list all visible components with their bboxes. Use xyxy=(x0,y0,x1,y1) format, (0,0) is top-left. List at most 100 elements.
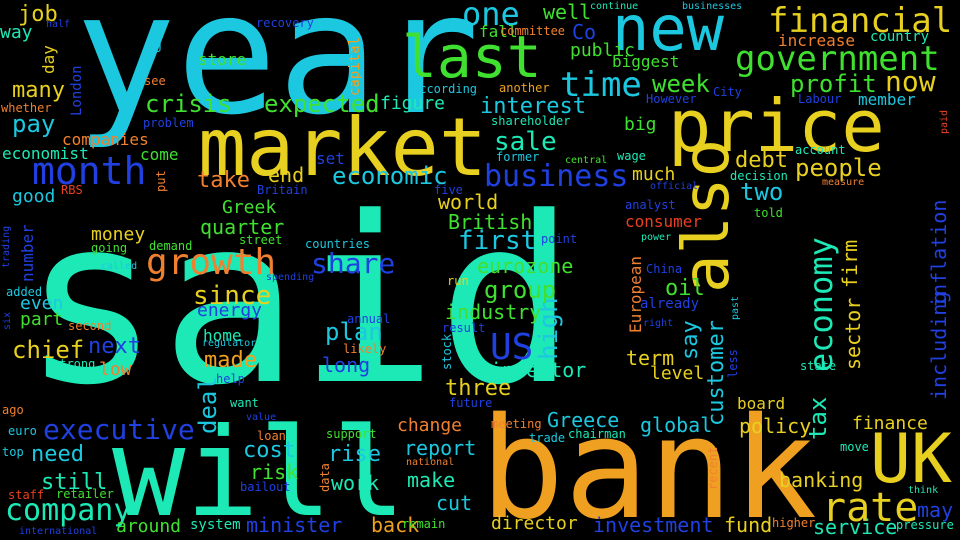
word-national: national xyxy=(406,457,455,468)
word-investment: investment xyxy=(593,513,714,537)
word-london: London xyxy=(69,65,85,116)
word-make: make xyxy=(407,468,456,492)
word-number: number xyxy=(18,224,37,282)
word-greek: Greek xyxy=(222,197,277,218)
word-spending: spending xyxy=(266,272,315,283)
word-store: store xyxy=(198,50,247,69)
word-chairman: chairman xyxy=(568,427,626,441)
word-will: will xyxy=(112,402,406,540)
word-way: way xyxy=(0,22,33,43)
word-support: support xyxy=(326,427,377,441)
word-much: much xyxy=(632,164,676,185)
word-state: state xyxy=(800,359,837,373)
word-likely: likely xyxy=(343,342,387,356)
word-plan: plan xyxy=(325,318,383,346)
word-big: big xyxy=(624,114,657,135)
word-meeting: meeting xyxy=(491,417,542,431)
word-good: good xyxy=(12,186,56,207)
word-set: set xyxy=(316,149,345,168)
word-paid: paid xyxy=(939,109,950,134)
word-fund: fund xyxy=(724,513,773,537)
word-market: market xyxy=(198,101,487,194)
word-countries: countries xyxy=(305,237,371,251)
word-last: last xyxy=(402,23,542,91)
word-economy: economy xyxy=(802,237,840,372)
word-committee: committee xyxy=(500,24,566,38)
word-european: European xyxy=(626,255,645,333)
word-want: want xyxy=(230,396,259,410)
word-finance: finance xyxy=(852,413,928,434)
word-oil: oil xyxy=(665,276,705,301)
word-well: well xyxy=(543,0,592,24)
word-firm: firm xyxy=(838,239,862,288)
word-risk: risk xyxy=(250,460,299,484)
word-now: now xyxy=(885,65,936,98)
word-debt: debt xyxy=(735,148,788,173)
word-executive: executive xyxy=(43,413,195,446)
word-day: day xyxy=(39,45,58,74)
word-crisis: crisis xyxy=(145,90,232,118)
word-former: former xyxy=(496,150,540,164)
word-six: six xyxy=(2,311,13,330)
word-system: system xyxy=(190,517,241,533)
word-investor: investor xyxy=(490,358,587,382)
word-greece: Greece xyxy=(547,408,620,432)
word-share: share xyxy=(311,247,396,280)
word-part: part xyxy=(20,309,64,330)
word-businesses: businesses xyxy=(682,1,743,12)
word-three: three xyxy=(445,376,512,401)
word-right: right xyxy=(643,318,674,329)
word-account: account xyxy=(795,143,846,157)
word-profit: profit xyxy=(790,70,877,98)
word-many: many xyxy=(12,78,65,103)
word-director: director xyxy=(491,513,578,534)
word-according: according xyxy=(412,82,478,96)
word-british: British xyxy=(448,210,533,234)
word-pay: pay xyxy=(12,110,56,138)
word-however: However xyxy=(646,92,697,106)
word-help: help xyxy=(216,372,245,386)
word-still: still xyxy=(41,470,108,495)
word-analyst: analyst xyxy=(625,198,676,212)
word-top: top xyxy=(2,445,24,459)
word-annual: annual xyxy=(347,312,391,326)
word-low: low xyxy=(99,359,132,380)
word-next: next xyxy=(88,334,141,359)
word-china: China xyxy=(646,262,683,276)
word-another: another xyxy=(499,81,550,95)
word-new: new xyxy=(612,0,724,65)
word-euro: euro xyxy=(8,424,37,438)
word-global: global xyxy=(640,413,713,437)
word-people: people xyxy=(795,154,882,182)
word-week: week xyxy=(652,70,710,98)
word-world: world xyxy=(438,190,499,214)
word-retailer: retailer xyxy=(56,487,114,501)
word-problem: problem xyxy=(143,116,194,130)
word-eurozone: eurozone xyxy=(477,254,574,278)
word-city: City xyxy=(713,85,742,99)
word-biggest: biggest xyxy=(612,52,680,71)
word-measure: measure xyxy=(822,177,865,188)
word-central: central xyxy=(565,155,608,166)
word-value: value xyxy=(246,412,277,423)
word-consumer: consumer xyxy=(625,212,703,231)
word-companies: companies xyxy=(62,130,149,149)
word-street: street xyxy=(239,233,283,247)
word-power: power xyxy=(641,232,672,243)
word-need: need xyxy=(31,442,84,467)
word-term: term xyxy=(626,346,675,370)
word-shareholder: shareholder xyxy=(491,114,571,128)
word-policy: policy xyxy=(739,414,812,438)
word-inflation: inflation xyxy=(927,199,951,308)
word-job: job xyxy=(18,2,58,27)
word-run: run xyxy=(447,274,469,288)
word-bailout: bailout xyxy=(240,480,291,494)
word-recent: recent xyxy=(706,446,720,490)
word-point: point xyxy=(541,232,578,246)
word-whether: whether xyxy=(1,101,52,115)
word-official: official xyxy=(650,181,699,192)
word-result: result xyxy=(442,321,486,335)
word-chief: chief xyxy=(12,336,85,364)
word-sale: sale xyxy=(494,127,557,157)
